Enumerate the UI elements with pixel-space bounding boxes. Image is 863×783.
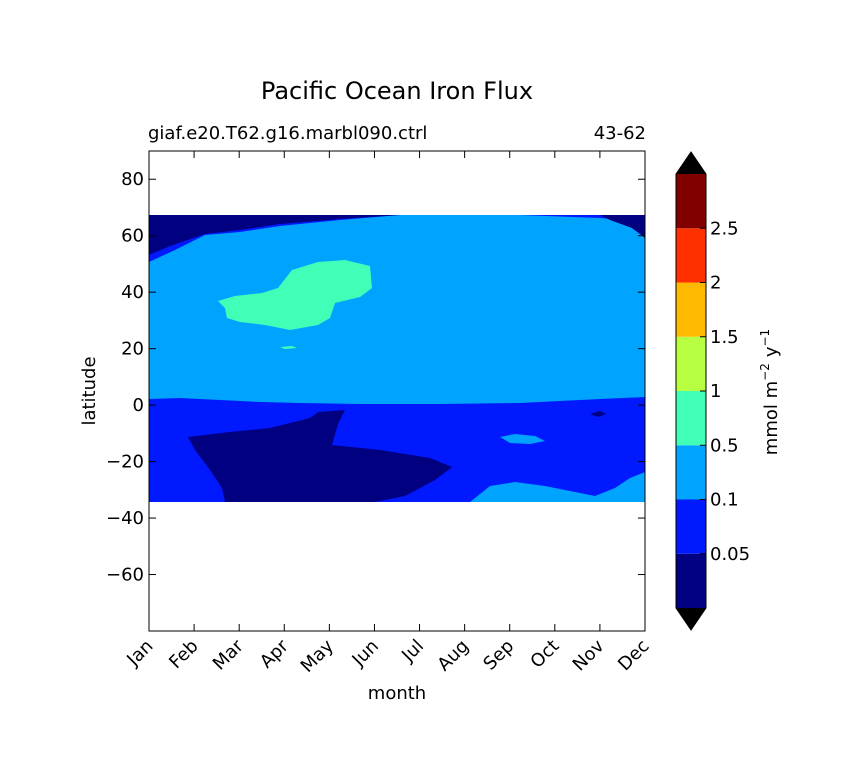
y-axis-ticks: 80 60 40 20 0 −20 −40 −60 — [106, 169, 645, 586]
colorbar-tick-label: 2.5 — [710, 218, 739, 239]
contour-level-below-0.05-south — [188, 410, 452, 502]
y-tick-label: 80 — [121, 169, 144, 190]
x-tick-label: Apr — [256, 635, 293, 672]
colorbar-label-main: mmol m — [761, 381, 782, 455]
x-tick-label: Nov — [569, 635, 609, 675]
contour-level-0.5-1 — [218, 260, 372, 330]
plot-frame — [148, 150, 646, 632]
colorbar-segment — [676, 499, 706, 554]
colorbar-segment — [676, 282, 706, 337]
colorbar-tick-label: 0.1 — [710, 490, 739, 511]
colorbar-extend-top — [676, 152, 706, 174]
x-tick-label: Oct — [526, 636, 563, 673]
contour-level-below-0.05-north — [149, 215, 400, 255]
contour-level-0.5-1-dot — [280, 346, 297, 349]
x-tick-label: Jul — [397, 636, 428, 667]
colorbar: 0.05 0.1 0.5 1 1.5 2 2.5 — [675, 151, 750, 631]
x-tick-label: Jan — [122, 636, 157, 671]
colorbar-segment — [676, 174, 706, 229]
chart-subtitle-right: 43-62 — [594, 123, 646, 144]
colorbar-label: mmol m−2 y−1 — [758, 329, 782, 455]
x-axis-label: month — [368, 683, 426, 704]
contour-level-0.1-0.5-north — [149, 215, 645, 404]
colorbar-segment — [676, 228, 706, 283]
colorbar-segment — [676, 336, 706, 391]
y-tick-label: 40 — [121, 282, 144, 303]
chart-title: Pacific Ocean Iron Flux — [261, 77, 533, 105]
x-tick-label: Mar — [209, 635, 248, 674]
colorbar-segment — [676, 553, 706, 608]
colorbar-tick-label: 0.5 — [710, 435, 739, 456]
plot-area: Jan Feb Mar Apr May Jun Jul Aug Sep Oct Nov Dec 80 6… — [106, 150, 654, 677]
colorbar-tick-label: 1 — [710, 381, 721, 402]
colorbar-label-mid: y — [761, 346, 782, 357]
contour-level-0.1-0.5-south-1 — [500, 434, 545, 444]
y-tick-label: 0 — [133, 395, 144, 416]
colorbar-tick-label: 2 — [710, 273, 721, 294]
x-tick-label: Aug — [433, 636, 473, 676]
x-tick-label: Jun — [348, 636, 383, 671]
colorbar-tick-label: 1.5 — [710, 327, 739, 348]
chart-subtitle-left: giaf.e20.T62.g16.marbl090.ctrl — [148, 123, 427, 144]
contour-fill — [149, 215, 645, 502]
colorbar-tick-label: 0.05 — [710, 544, 750, 565]
x-tick-label: Dec — [614, 636, 653, 675]
y-tick-label: 20 — [121, 339, 144, 360]
x-tick-label: Feb — [165, 636, 202, 673]
y-tick-label: −60 — [106, 565, 144, 586]
contour-level-below-0.05-ne — [600, 215, 645, 238]
colorbar-segment — [676, 445, 706, 500]
x-tick-label: Sep — [479, 636, 518, 675]
y-tick-label: 60 — [121, 226, 144, 247]
y-tick-label: −40 — [106, 508, 144, 529]
contour-level-0.1-0.5-south-2 — [470, 472, 645, 502]
colorbar-label-exp1: −2 — [758, 363, 772, 381]
colorbar-segment — [676, 391, 706, 446]
colorbar-extend-bottom — [676, 608, 706, 630]
colorbar-outline — [675, 151, 707, 631]
y-axis-label: latitude — [79, 356, 100, 425]
colorbar-label-exp2: −1 — [758, 329, 772, 347]
y-tick-label: −20 — [106, 452, 144, 473]
x-tick-label: May — [297, 635, 338, 676]
contour-level-below-0.05-dot — [590, 411, 606, 417]
